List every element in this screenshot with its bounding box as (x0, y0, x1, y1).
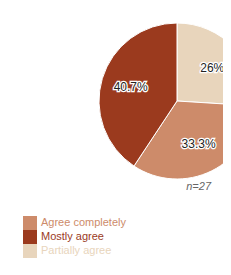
svg-text:33.3%: 33.3% (182, 137, 216, 151)
html-text:Mostly agree: Mostly agree (41, 229, 104, 242)
html-text:n=27: n=27 (186, 180, 211, 192)
svg-text:26%: 26% (200, 61, 223, 75)
html-text:Agree completely: Agree completely (41, 215, 126, 228)
svg-text:40.7%: 40.7% (114, 80, 148, 94)
html-text:Partially agree: Partially agree (41, 243, 112, 256)
